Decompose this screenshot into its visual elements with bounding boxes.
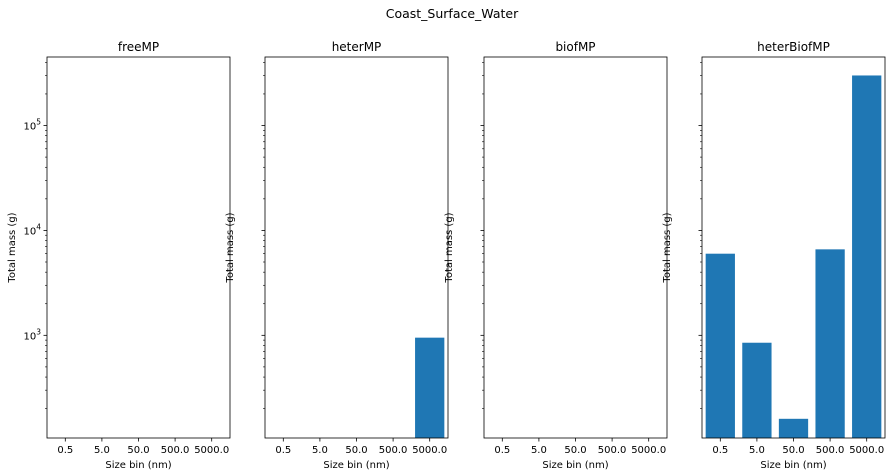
x-tick-label: 500.0 xyxy=(379,445,408,456)
bar-5.0 xyxy=(742,342,772,438)
subplot-heterMP: 0.5 5.0 50.0 500.0 5000.0 heterMP Size bin (nm… xyxy=(225,40,449,471)
x-tick-label: 5.0 xyxy=(749,445,765,456)
panel-title: freeMP xyxy=(118,40,159,54)
x-axis-label: Size bin (nm) xyxy=(760,460,826,471)
y-axis-label: Total mass (g) xyxy=(7,212,18,283)
y-axis-label: Total mass (g) xyxy=(662,212,673,283)
x-tick-label: 5.0 xyxy=(312,445,328,456)
x-tick-label: 5.0 xyxy=(94,445,110,456)
x-tick-label: 5.0 xyxy=(531,445,547,456)
subplot-grid: 0.5 5.0 50.0 500.0 5000.0 103 104 105 freeMP Size… xyxy=(7,40,886,471)
y-axis-label: Total mass (g) xyxy=(225,212,236,283)
bar-5000.0 xyxy=(415,337,445,438)
y-tick-label: 103 xyxy=(23,327,41,342)
bar-5000.0 xyxy=(852,75,882,438)
x-tick-label: 5000.0 xyxy=(849,445,884,456)
y-tick-label: 104 xyxy=(23,222,41,237)
x-tick-label: 0.5 xyxy=(494,445,510,456)
subplot-biofMP: 0.5 5.0 50.0 500.0 5000.0 biofMP Size bin (nm)… xyxy=(444,40,668,471)
x-tick-label: 500.0 xyxy=(598,445,627,456)
x-tick-label: 500.0 xyxy=(161,445,190,456)
x-tick-label: 500.0 xyxy=(816,445,845,456)
y-axis-label: Total mass (g) xyxy=(444,212,455,283)
x-tick-label: 50.0 xyxy=(345,445,367,456)
y-tick-label: 105 xyxy=(23,118,41,133)
x-tick-label: 0.5 xyxy=(712,445,728,456)
x-tick-label: 0.5 xyxy=(275,445,291,456)
panel-title: biofMP xyxy=(555,40,595,54)
x-axis-label: Size bin (nm) xyxy=(323,460,389,471)
x-tick-label: 50.0 xyxy=(564,445,586,456)
x-tick-label: 5000.0 xyxy=(194,445,229,456)
subplot-heterBiofMP: 0.5 5.0 50.0 500.0 5000.0 heterBiofMP Size bin… xyxy=(662,40,886,471)
x-tick-label: 50.0 xyxy=(127,445,149,456)
bar-500.0 xyxy=(815,249,845,438)
x-tick-label: 0.5 xyxy=(57,445,73,456)
panel-title: heterMP xyxy=(332,40,382,54)
subplot-freeMP: 0.5 5.0 50.0 500.0 5000.0 103 104 105 freeMP Size… xyxy=(7,40,231,471)
bar-50.0 xyxy=(778,418,809,438)
x-tick-label: 50.0 xyxy=(782,445,804,456)
x-axis-label: Size bin (nm) xyxy=(105,460,171,471)
panel-title: heterBiofMP xyxy=(757,40,830,54)
figure-title: Coast_Surface_Water xyxy=(386,6,519,21)
bar-0.5 xyxy=(705,253,735,438)
x-tick-label: 5000.0 xyxy=(631,445,666,456)
x-tick-label: 5000.0 xyxy=(412,445,447,456)
x-axis-label: Size bin (nm) xyxy=(542,460,608,471)
